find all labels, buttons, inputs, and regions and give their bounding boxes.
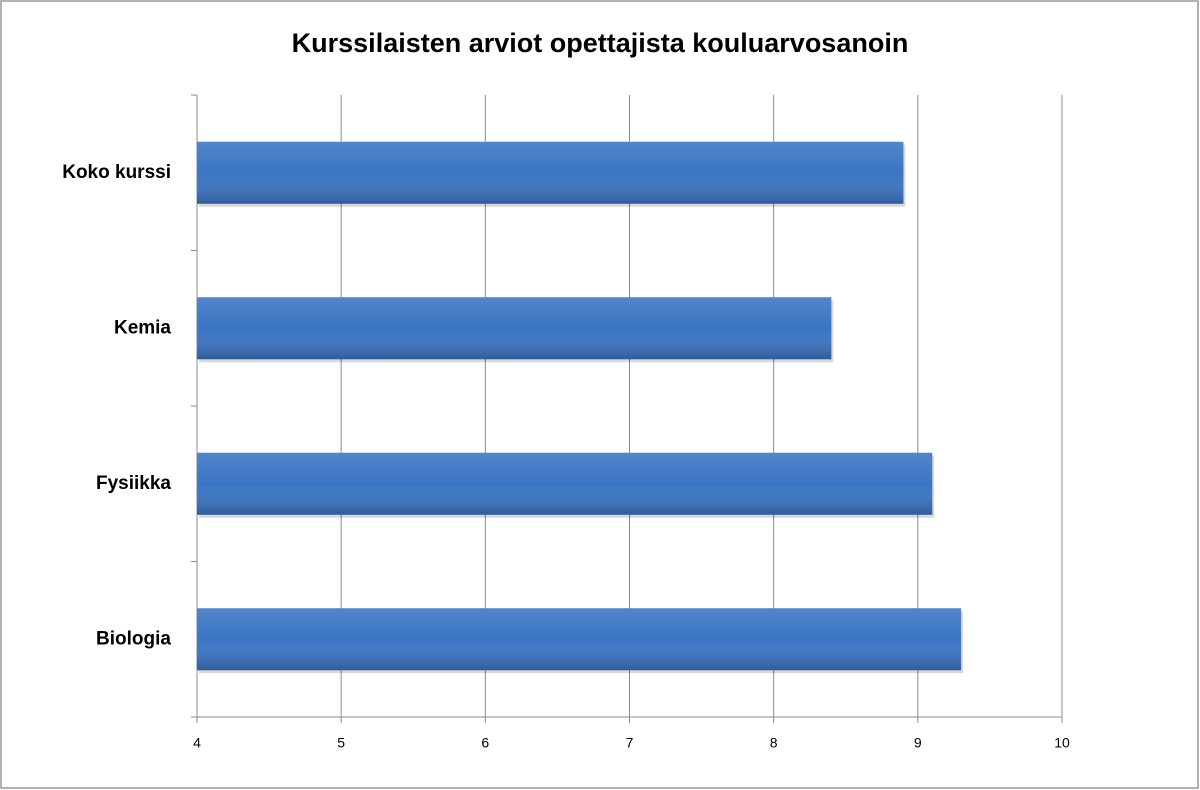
x-tick-label: 10 <box>1054 735 1070 751</box>
bar-shade <box>197 452 933 515</box>
x-tick-label: 8 <box>770 735 778 751</box>
chart-title: Kurssilaisten arviot opettajista kouluar… <box>292 28 909 58</box>
x-tick-label: 6 <box>481 735 489 751</box>
y-tick-label: Biologia <box>96 628 171 649</box>
x-tick-label: 7 <box>626 735 634 751</box>
bar-shade <box>197 141 904 204</box>
y-tick-label: Kemia <box>114 317 171 338</box>
x-tick-label: 5 <box>337 735 345 751</box>
bar-shade <box>197 297 832 360</box>
y-tick-label: Fysiikka <box>96 473 171 494</box>
x-tick-label: 9 <box>914 735 922 751</box>
bar-shade <box>197 608 962 671</box>
y-tick-label: Koko kurssi <box>62 162 171 183</box>
x-tick-label: 4 <box>193 735 201 751</box>
